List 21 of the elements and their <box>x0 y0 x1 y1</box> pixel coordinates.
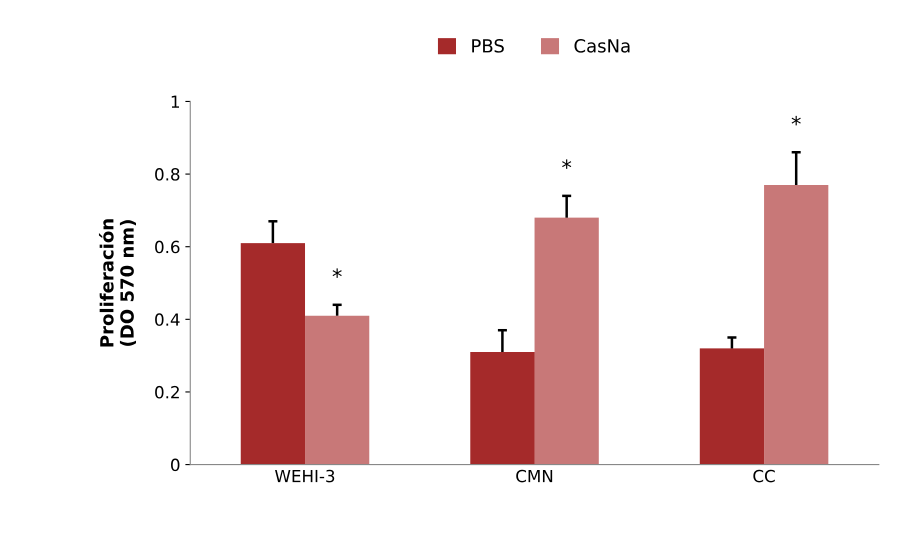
bar <box>700 348 764 465</box>
annotation: * <box>562 159 572 169</box>
annotation: * <box>792 116 801 126</box>
y-tick-label: 0 <box>171 458 180 472</box>
bar <box>534 218 599 465</box>
bar <box>240 243 306 465</box>
annotation: * <box>332 268 342 278</box>
x-tick-label: CC <box>753 470 775 482</box>
bar <box>764 184 828 465</box>
y-tick-label: 0.2 <box>155 386 179 399</box>
legend-label: PBS <box>472 39 504 53</box>
y-tick-label: 0.8 <box>155 168 180 181</box>
x-tick-label: WEHI-3 <box>275 470 334 482</box>
x-tick-label: CMN <box>516 470 552 482</box>
y-axis-title: Proliferación (DO 570 nm) <box>98 219 136 346</box>
legend-label: CasNa <box>574 39 630 53</box>
bar <box>305 316 370 465</box>
y-tick-label: 0.6 <box>155 240 180 254</box>
y-tick-label: 1 <box>172 96 179 108</box>
y-tick-label: 0.4 <box>155 313 180 326</box>
bar <box>470 352 535 465</box>
